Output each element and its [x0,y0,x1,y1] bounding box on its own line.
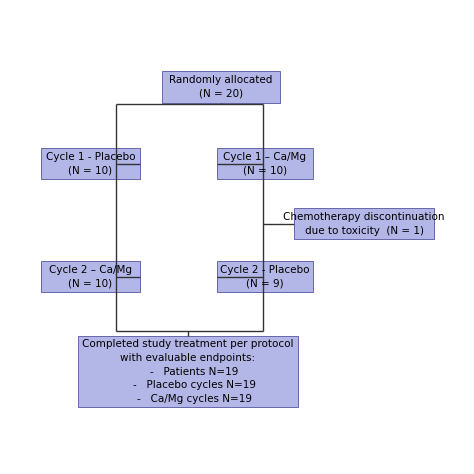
FancyBboxPatch shape [41,261,140,292]
Text: Cycle 1 - Placebo
(N = 10): Cycle 1 - Placebo (N = 10) [46,152,135,175]
Text: Randomly allocated
(N = 20): Randomly allocated (N = 20) [169,75,273,99]
FancyBboxPatch shape [217,261,313,292]
Text: Chemotherapy discontinuation
due to toxicity  (N = 1): Chemotherapy discontinuation due to toxi… [283,212,445,236]
FancyBboxPatch shape [78,336,298,407]
FancyBboxPatch shape [162,72,280,102]
FancyBboxPatch shape [217,148,313,179]
Text: Cycle 2 - Placebo
(N = 9): Cycle 2 - Placebo (N = 9) [220,265,310,289]
Text: Completed study treatment per protocol
with evaluable endpoints:
    -   Patient: Completed study treatment per protocol w… [82,339,293,404]
FancyBboxPatch shape [294,209,434,239]
Text: Cycle 1 – Ca/Mg
(N = 10): Cycle 1 – Ca/Mg (N = 10) [223,152,307,175]
Text: Cycle 2 – Ca/Mg
(N = 10): Cycle 2 – Ca/Mg (N = 10) [49,265,132,289]
FancyBboxPatch shape [41,148,140,179]
